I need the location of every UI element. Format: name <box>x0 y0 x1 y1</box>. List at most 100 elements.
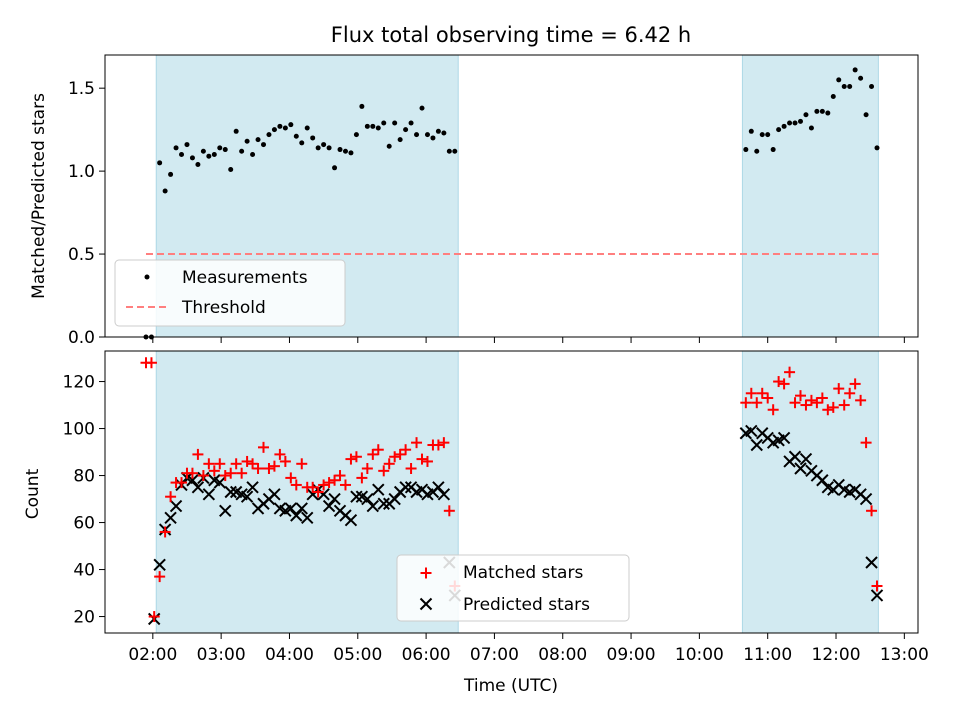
legend-box-bottom <box>396 554 630 622</box>
matched-point <box>318 479 330 491</box>
y-tick-label: 60 <box>73 514 95 534</box>
predicted-point <box>202 488 216 501</box>
measurement-point <box>304 125 310 131</box>
measurement-point <box>863 112 869 118</box>
measurement-point <box>386 143 392 149</box>
measurement-point <box>173 145 179 151</box>
measurement-point <box>754 148 760 154</box>
matched-series <box>140 357 883 623</box>
cross-stroke <box>224 485 237 499</box>
measurement-point <box>776 127 782 133</box>
measurement-point <box>441 130 447 136</box>
matched-point <box>268 460 280 472</box>
x-tick-label: 10:00 <box>675 645 724 665</box>
matched-point <box>866 505 878 517</box>
measurement-point <box>841 84 847 90</box>
matched-point <box>176 477 188 489</box>
predicted-point <box>240 490 254 503</box>
x-tick-label: 05:00 <box>333 645 382 665</box>
measurement-point <box>781 123 787 129</box>
cross-stroke <box>372 483 385 496</box>
measurement-point <box>337 147 343 153</box>
predicted-point <box>169 499 183 513</box>
measurement-point <box>869 84 875 90</box>
cross-stroke <box>240 490 254 503</box>
matched-point <box>312 486 324 498</box>
predicted-point <box>377 497 390 510</box>
measurement-point <box>852 67 858 73</box>
matched-point <box>432 439 444 451</box>
measurement-point <box>271 127 277 133</box>
matched-point <box>400 444 412 456</box>
matched-point <box>762 392 774 404</box>
predicted-point <box>750 438 763 452</box>
predicted-point <box>745 424 758 438</box>
x-tick-label: 03:00 <box>197 645 246 665</box>
cross-stroke <box>745 424 758 438</box>
measurement-point <box>797 118 803 124</box>
predicted-point <box>219 504 232 518</box>
y-tick-label: 0.5 <box>68 245 95 265</box>
cross-stroke <box>388 492 401 506</box>
cross-stroke <box>777 431 791 445</box>
matched-point <box>849 378 861 390</box>
matched-point <box>827 401 839 413</box>
measurement-point <box>184 142 190 148</box>
matched-point <box>148 611 160 623</box>
matched-point <box>438 437 450 449</box>
cross-stroke <box>838 483 851 496</box>
measurement-point <box>261 142 267 148</box>
cross-stroke <box>366 499 380 513</box>
matched-point <box>154 571 166 583</box>
matched-point <box>263 463 275 474</box>
predicted-point <box>361 492 374 506</box>
matched-point <box>145 357 157 369</box>
matched-point <box>784 366 796 378</box>
predicted-point <box>191 481 205 494</box>
measurement-point <box>847 84 853 90</box>
y-tick-label: 1.0 <box>68 162 95 182</box>
matched-point <box>361 463 373 474</box>
measurement-point <box>288 122 294 128</box>
measurement-point <box>321 142 327 148</box>
cross-stroke <box>169 499 183 513</box>
cross-stroke <box>399 481 412 494</box>
predicted-point <box>437 488 451 501</box>
legend-threshold-label: Threshold <box>181 298 266 318</box>
matched-point <box>855 394 867 406</box>
matched-point <box>236 467 248 479</box>
cross-stroke <box>213 476 226 489</box>
matched-point <box>225 467 237 479</box>
matched-point <box>756 387 768 399</box>
matched-point <box>740 397 752 409</box>
legend-matched-marker <box>420 567 432 579</box>
bands-top <box>155 55 879 337</box>
matched-point <box>197 470 209 482</box>
cross-stroke <box>377 497 390 510</box>
matched-point <box>811 397 823 409</box>
measurement-point <box>836 77 842 83</box>
measurement-point <box>430 135 436 141</box>
predicted-point <box>870 589 884 602</box>
measurement-point <box>162 188 168 194</box>
matched-point <box>860 437 872 449</box>
x-tick-label: 11:00 <box>743 645 792 665</box>
matched-point <box>208 465 220 477</box>
cross-stroke <box>229 485 243 499</box>
x-tick-label: 02:00 <box>128 645 177 665</box>
matched-point <box>767 404 779 416</box>
matched-point <box>159 526 171 538</box>
measurement-point <box>244 138 250 144</box>
matched-point <box>822 404 834 416</box>
measurement-point <box>315 145 321 151</box>
y-axis-label-bottom: Count <box>23 468 43 519</box>
measurement-point <box>277 123 283 129</box>
measurement-point <box>239 148 245 154</box>
measurements-series <box>143 67 880 340</box>
matched-point <box>378 465 390 477</box>
y-axis-bottom: 20 40 60 80 100 120 <box>63 373 105 628</box>
cross-stroke <box>870 589 884 602</box>
measurement-point <box>414 132 420 138</box>
legend-predicted-marker <box>419 597 433 611</box>
